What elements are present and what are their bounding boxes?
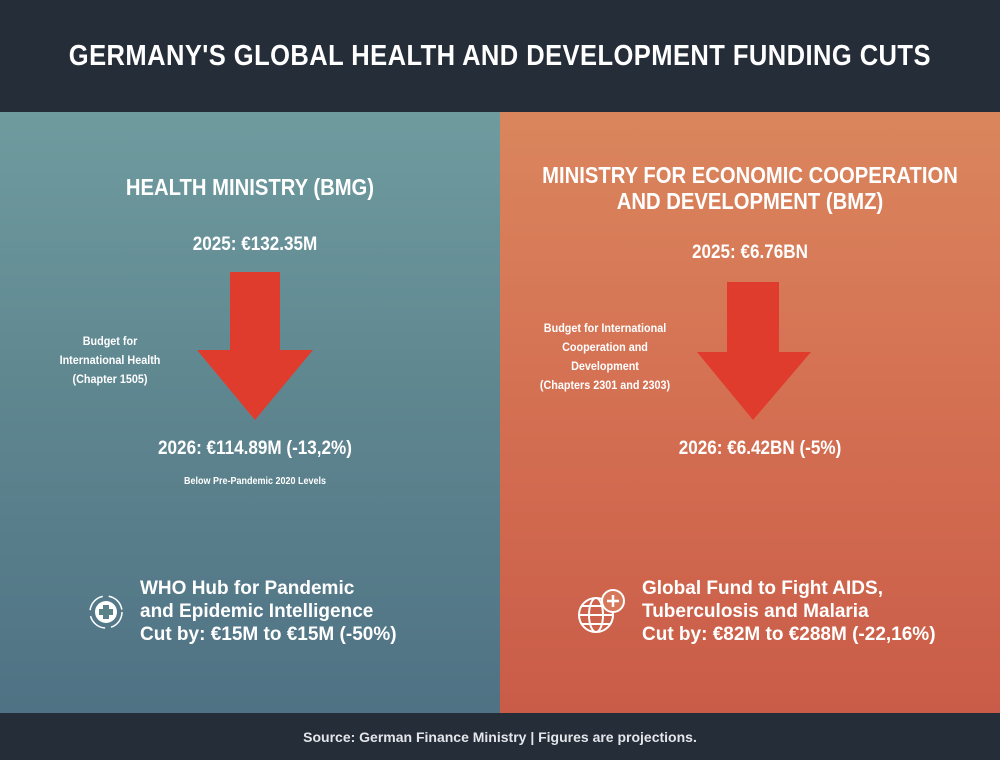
item-line: Tuberculosis and Malaria <box>642 601 869 622</box>
sub-note: Below Pre-Pandemic 2020 Levels <box>183 476 327 487</box>
value-2025: 2025: €6.76BN <box>692 242 808 263</box>
header: GERMANY'S GLOBAL HEALTH AND DEVELOPMENT … <box>0 0 1000 112</box>
item-line: WHO Hub for Pandemic <box>140 578 355 599</box>
bmz-panel: MINISTRY FOR ECONOMIC COOPERATION AND DE… <box>500 112 1000 713</box>
value-2026: 2026: €6.42BN (-5%) <box>678 438 842 459</box>
footer: Source: German Finance Ministry | Figure… <box>0 713 1000 760</box>
label-line: Cooperation and <box>562 340 648 354</box>
title-line: AND DEVELOPMENT (BMZ) <box>616 188 884 214</box>
page-title: GERMANY'S GLOBAL HEALTH AND DEVELOPMENT … <box>68 39 932 72</box>
budget-label: Budget for International Cooperation and… <box>533 319 677 395</box>
panel-title: MINISTRY FOR ECONOMIC COOPERATION AND DE… <box>530 162 970 214</box>
global-fund-item: Global Fund to Fight AIDS, Tuberculosis … <box>576 577 936 646</box>
item-line: and Epidemic Intelligence <box>140 601 374 622</box>
label-line: (Chapters 2301 and 2303) <box>539 378 671 392</box>
source-note: Source: German Finance Ministry | Figure… <box>303 728 697 745</box>
medical-cross-icon <box>89 594 123 629</box>
down-arrow-icon <box>197 272 313 420</box>
item-line: Cut by: €15M to €15M (-50%) <box>140 624 397 645</box>
who-hub-item: WHO Hub for Pandemic and Epidemic Intell… <box>88 577 397 646</box>
panel-title: HEALTH MINISTRY (BMG) <box>125 174 375 200</box>
item-line: Global Fund to Fight AIDS, <box>642 578 883 599</box>
title-line: MINISTRY FOR ECONOMIC COOPERATION <box>542 162 958 188</box>
budget-label: Budget for International Health (Chapter… <box>47 332 173 389</box>
value-2025: 2025: €132.35M <box>192 234 318 255</box>
globe-plus-icon <box>578 588 625 633</box>
down-arrow-icon <box>697 282 811 420</box>
item-text: WHO Hub for Pandemic and Epidemic Intell… <box>140 577 397 646</box>
label-line: Development <box>571 359 639 373</box>
label-line: International Health <box>59 353 161 367</box>
health-ministry-panel: HEALTH MINISTRY (BMG) 2025: €132.35M Bud… <box>0 112 500 713</box>
item-text: Global Fund to Fight AIDS, Tuberculosis … <box>642 577 936 646</box>
label-line: Budget for International <box>543 321 667 335</box>
label-line: (Chapter 1505) <box>72 372 148 386</box>
value-2026: 2026: €114.89M (-13,2%) <box>158 438 352 459</box>
item-line: Cut by: €82M to €288M (-22,16%) <box>642 624 936 645</box>
label-line: Budget for <box>82 334 138 348</box>
